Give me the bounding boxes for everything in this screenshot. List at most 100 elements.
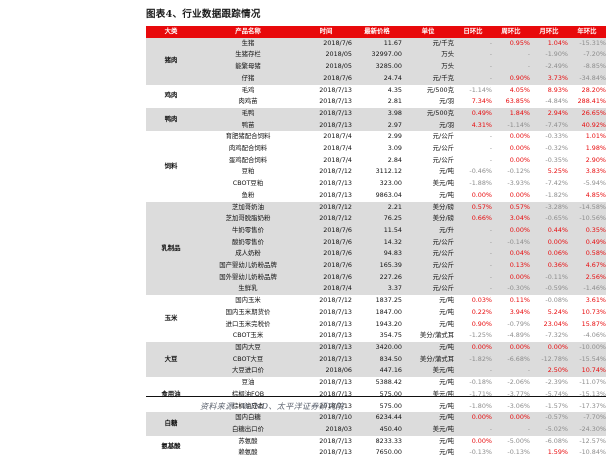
weekly-change-cell: 4.05%: [492, 84, 530, 97]
unit-cell: 元/公斤: [402, 131, 454, 144]
date-cell: 2018/7/12: [300, 295, 352, 307]
table-row: 牛奶零售价 2018/7/6 11.54 元/升 -0.00% 0.44% 0.35%: [146, 224, 606, 237]
weekly-change-cell: 0.00%: [492, 341, 530, 354]
price-cell: 6234.44: [352, 412, 402, 424]
yearly-change-cell: -15.31%: [568, 37, 606, 50]
daily-change-cell: 0.90%: [454, 318, 492, 331]
category-cell: 玉米: [146, 295, 196, 342]
unit-cell: 元/升: [402, 224, 454, 237]
daily-change-cell: 0.00%: [454, 435, 492, 448]
monthly-change-cell: -0.08%: [530, 295, 568, 307]
weekly-change-cell: -: [492, 49, 530, 62]
monthly-change-cell: 0.36%: [530, 260, 568, 272]
product-name-cell: CBOT大豆: [196, 353, 300, 366]
monthly-change-cell: 3.73%: [530, 72, 568, 85]
product-name-cell: 生鲜乳: [196, 283, 300, 296]
monthly-change-cell: -2.49%: [530, 61, 568, 73]
product-name-cell: 芝加哥奶油: [196, 201, 300, 214]
category-cell: 大豆: [146, 341, 196, 378]
unit-cell: 万头: [402, 61, 454, 73]
unit-cell: 元/吨: [402, 189, 454, 202]
product-name-cell: 牛奶零售价: [196, 224, 300, 237]
monthly-change-cell: -1.82%: [530, 189, 568, 202]
date-cell: 2018/7/4: [300, 131, 352, 144]
monthly-change-cell: -3.28%: [530, 201, 568, 214]
daily-change-cell: -1.14%: [454, 84, 492, 97]
monthly-change-cell: 5.24%: [530, 306, 568, 319]
weekly-change-cell: 0.90%: [492, 72, 530, 85]
price-cell: 11.67: [352, 37, 402, 50]
monthly-change-cell: -12.78%: [530, 353, 568, 366]
table-header-row: 大类 产品名称 时间 最新价格 单位 日环比 周环比 月环比 年环比: [146, 26, 606, 38]
product-name-cell: 鸭苗: [196, 119, 300, 132]
daily-change-cell: 0.03%: [454, 295, 492, 307]
date-cell: 2018/7/12: [300, 213, 352, 225]
table-row: 赖氨酸 2018/7/13 7650.00 元/吨 -0.13% -0.13% 1.59% -…: [146, 447, 606, 459]
weekly-change-cell: -0.13%: [492, 447, 530, 459]
product-name-cell: 国内大豆: [196, 341, 300, 354]
figure-container: 图表4、行业数据跟踪情况 大类 产品名称 时间 最新价格 单位 日环比 周环比 …: [146, 9, 606, 457]
date-cell: 2018/7/13: [300, 341, 352, 354]
unit-cell: 元/吨: [402, 295, 454, 307]
monthly-change-cell: -0.57%: [530, 412, 568, 424]
column-header-yearly: 年环比: [568, 26, 606, 38]
yearly-change-cell: 4.85%: [568, 189, 606, 202]
monthly-change-cell: -1.90%: [530, 49, 568, 62]
product-name-cell: 国产婴幼儿奶粉品牌: [196, 260, 300, 272]
weekly-change-cell: 0.57%: [492, 201, 530, 214]
product-name-cell: 大豆进口价: [196, 365, 300, 378]
price-cell: 94.83: [352, 248, 402, 261]
price-cell: 11.54: [352, 224, 402, 237]
table-row: CBOT大豆 2018/7/13 834.50 美分/蒲式耳 -1.82% -6.68% -…: [146, 353, 606, 366]
unit-cell: 元/羽: [402, 119, 454, 132]
price-cell: 354.75: [352, 330, 402, 342]
product-name-cell: 生猪: [196, 37, 300, 50]
daily-change-cell: -: [454, 131, 492, 144]
date-cell: 2018/7/13: [300, 435, 352, 448]
unit-cell: 美分/蒲式耳: [402, 353, 454, 366]
date-cell: 2018/7/12: [300, 166, 352, 179]
weekly-change-cell: 1.84%: [492, 107, 530, 120]
product-name-cell: 苏氨酸: [196, 435, 300, 448]
yearly-change-cell: -14.58%: [568, 201, 606, 214]
product-name-cell: 毛鸭: [196, 107, 300, 120]
table-row: 白糖 国内白糖 2018/7/10 6234.44 元/吨 0.00% 0.00% -0.57…: [146, 412, 606, 436]
unit-cell: 元/吨: [402, 377, 454, 389]
daily-change-cell: -: [454, 72, 492, 85]
category-cell: 氨基酸: [146, 435, 196, 459]
yearly-change-cell: 10.73%: [568, 306, 606, 319]
price-cell: 323.00: [352, 178, 402, 190]
table-row: 仔猪 2018/7/6 24.74 元/千克 -0.90% 3.73% -34.84%: [146, 72, 606, 85]
column-header-weekly: 周环比: [492, 26, 530, 38]
monthly-change-cell: -0.35%: [530, 154, 568, 167]
yearly-change-cell: -11.07%: [568, 377, 606, 389]
date-cell: 2018/05: [300, 49, 352, 62]
monthly-change-cell: -4.84%: [530, 96, 568, 108]
price-cell: 7650.00: [352, 447, 402, 459]
table-row: 鸭苗 2018/7/13 2.97 元/羽 4.31% -1.14% -7.47% 40.92…: [146, 119, 606, 132]
product-name-cell: 酸奶零售价: [196, 236, 300, 249]
unit-cell: 元/公斤: [402, 154, 454, 167]
unit-cell: 美分/蒲式耳: [402, 330, 454, 342]
table-row: 猪肉 生猪 2018/7/6 11.67 元/千克 -0.95% 1.04% -15.31%: [146, 37, 606, 85]
daily-change-cell: -1.80%: [454, 400, 492, 413]
yearly-change-cell: 28.20%: [568, 84, 606, 97]
date-cell: 2018/7/13: [300, 318, 352, 331]
price-cell: 2.97: [352, 119, 402, 132]
product-name-cell: 棕榈油FOB: [196, 388, 300, 401]
table-row: 成人奶粉 2018/7/6 94.83 元/公斤 -0.04% 0.06% 0.58%: [146, 248, 606, 261]
yearly-change-cell: -15.54%: [568, 353, 606, 366]
monthly-change-cell: -0.11%: [530, 271, 568, 284]
category-cell: 鸭肉: [146, 107, 196, 132]
weekly-change-cell: 0.13%: [492, 260, 530, 272]
daily-change-cell: -0.46%: [454, 166, 492, 179]
daily-change-cell: -: [454, 260, 492, 272]
unit-cell: 元/羽: [402, 96, 454, 108]
table-row: 生鲜乳 2018/7/4 3.37 元/公斤 - -0.30% -0.59% -1.46%: [146, 283, 606, 296]
column-header-monthly: 月环比: [530, 26, 568, 38]
weekly-change-cell: -: [492, 61, 530, 73]
product-name-cell: 能繁母猪: [196, 61, 300, 73]
daily-change-cell: -: [454, 365, 492, 378]
daily-change-cell: 7.34%: [454, 96, 492, 108]
daily-change-cell: 0.57%: [454, 201, 492, 214]
